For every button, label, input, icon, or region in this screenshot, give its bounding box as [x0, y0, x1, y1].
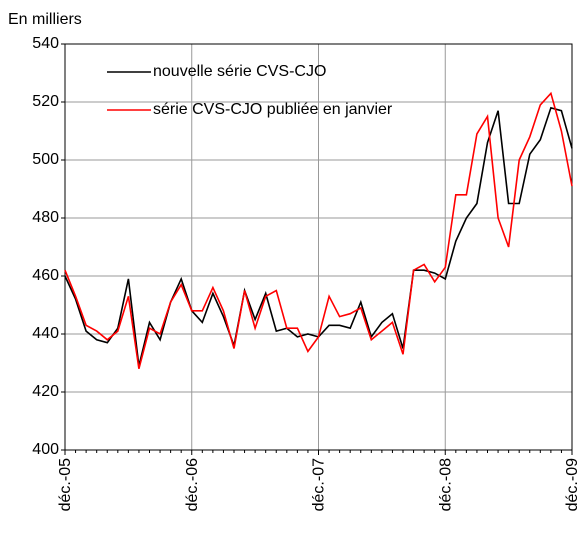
- y-tick-label: 440: [32, 325, 59, 342]
- y-tick-label: 460: [32, 267, 59, 284]
- y-tick-label: 400: [32, 441, 59, 458]
- y-tick-label: 420: [32, 383, 59, 400]
- y-tick-label: 480: [32, 209, 59, 226]
- legend-label: nouvelle série CVS-CJO: [153, 63, 326, 80]
- x-tick-label: déc.-05: [57, 458, 74, 511]
- x-tick-label: déc.-09: [564, 458, 581, 511]
- x-tick-label: déc.-07: [311, 458, 328, 511]
- plot-frame: [64, 43, 573, 451]
- y-tick-label: 500: [32, 151, 59, 168]
- legend-label: série CVS-CJO publiée en janvier: [153, 101, 393, 118]
- x-tick-label: déc.-08: [437, 458, 454, 511]
- y-tick-label: 540: [32, 35, 59, 52]
- x-tick-label: déc.-06: [184, 458, 201, 511]
- y-axis-label: En milliers: [8, 11, 82, 28]
- series-line: [64, 91, 573, 370]
- y-tick-label: 520: [32, 93, 59, 110]
